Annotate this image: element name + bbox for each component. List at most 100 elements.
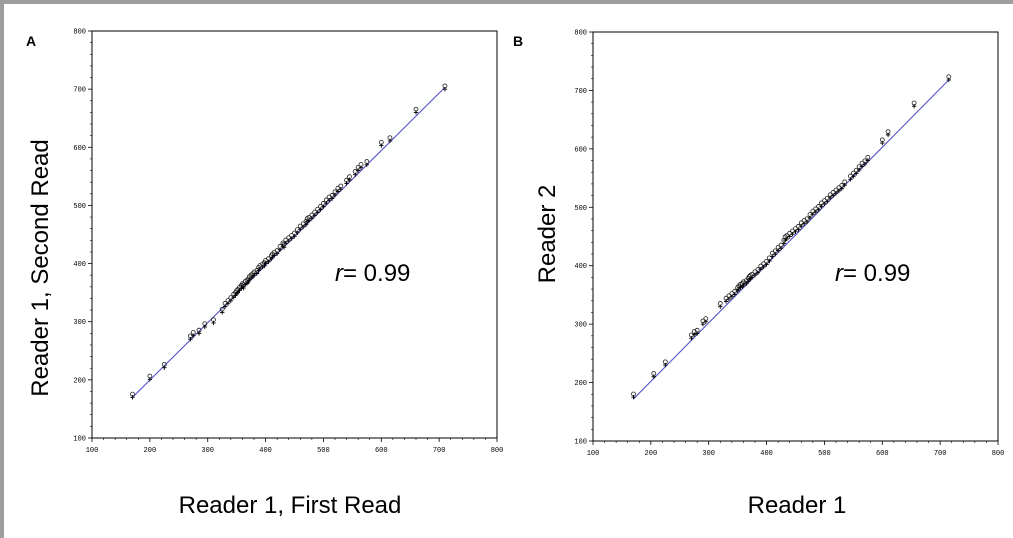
panel-a-r-value: = 0.99: [343, 260, 410, 287]
panel-b-point-plus: [854, 171, 859, 176]
panel-a-data-point: [219, 306, 225, 315]
panel-a-point-plus: [289, 236, 294, 241]
panel-a-point-plus: [321, 204, 326, 209]
panel-b-data-point: [911, 100, 917, 109]
panel-b-point-plus: [865, 158, 871, 163]
panel-a-data-point: [347, 174, 352, 183]
panel-a-point-plus: [251, 273, 257, 278]
panel-b-data-point: [830, 190, 836, 198]
panel-a-y-tick-label: 500: [73, 203, 86, 211]
panel-b-data-point: [775, 244, 781, 253]
panel-b-y-tick-label: 200: [574, 380, 587, 388]
panel-a-point-plus: [387, 138, 393, 144]
panel-b-point-plus: [718, 304, 723, 309]
panel-b-data-point: [865, 154, 871, 163]
panel-b-point-plus: [816, 207, 821, 212]
panel-a-point-plus: [235, 290, 240, 295]
panel-b-point-plus: [749, 275, 755, 280]
panel-b-y-axis-title: Reader 2: [534, 185, 561, 284]
panel-b-y-tick-label: 600: [574, 146, 587, 154]
panel-a-data-point: [274, 248, 280, 256]
panel-a-point-plus: [300, 224, 306, 230]
panel-a-point-plus: [222, 304, 228, 309]
panel-b-point-plus: [851, 174, 856, 179]
panel-b-point-plus: [790, 231, 795, 237]
panel-b-point-plus: [663, 362, 668, 368]
panel-a-data-point: [190, 330, 196, 338]
panel-b-point-plus: [801, 221, 807, 226]
panel-b-point-plus: [807, 215, 813, 221]
panel-b-point-plus: [692, 332, 697, 337]
panel-a-point-plus: [329, 196, 335, 201]
panel-b-data-point: [767, 255, 772, 264]
panel-b-plot-area: [592, 31, 999, 442]
panel-b-data-point: [784, 233, 790, 242]
panel-b-data-point: [761, 261, 767, 270]
panel-a-data-point: [289, 233, 295, 241]
panel-b-x-tick-label: 600: [876, 450, 889, 458]
panel-b-point-plus: [946, 77, 952, 83]
panel-b-data-point: [885, 129, 891, 138]
panel-b-data-point: [694, 327, 700, 336]
panel-b-point-plus: [703, 319, 709, 325]
panel-b-data-point: [703, 316, 709, 325]
panel-a-y-tick-label: 200: [73, 377, 86, 385]
panel-a-point-plus: [324, 200, 329, 206]
panel-b-r-symbol: r: [835, 260, 844, 287]
panel-a-point-plus: [344, 181, 349, 186]
panel-a-point-plus: [292, 234, 297, 239]
panel-b-point-plus: [856, 167, 862, 173]
panel-b-data-point: [651, 371, 657, 379]
panel-a-point-plus: [358, 165, 364, 170]
panel-b-point-plus: [694, 331, 700, 336]
panel-a-data-point: [378, 139, 384, 148]
panel-b-data-point: [859, 160, 865, 169]
panel-b-point-plus: [810, 212, 816, 217]
panel-a-data-point: [262, 260, 267, 269]
panel-b-data-point: [790, 228, 796, 237]
panel-a-point-plus: [295, 230, 300, 235]
panel-a-point-plus: [262, 263, 267, 269]
panel-a-point-plus: [263, 261, 268, 266]
panel-b-y-tick-label: 400: [574, 263, 587, 271]
panel-b-marks: 100 200 300 400 500 600 700 800 100 200 300 400 500 6…: [574, 30, 1004, 459]
panel-b-x-tick-label: 800: [992, 450, 1005, 458]
panel-a-y-tick-label: 600: [73, 145, 86, 153]
panel-b-point-plus: [775, 248, 781, 253]
panel-b-point-plus: [764, 262, 769, 267]
panel-b-data-point: [827, 192, 833, 201]
panel-b-data-point: [726, 293, 732, 302]
panel-a-point-plus: [318, 207, 323, 212]
panel-b-letter: B: [513, 33, 523, 49]
panel-a-marks: 100 200 300 400 500 600 700 800 100 200 300 400 500 6…: [73, 29, 503, 456]
panel-b-data-point: [723, 295, 729, 304]
panel-a-data-point: [130, 391, 135, 400]
panel-b-point-plus: [813, 209, 818, 215]
panel-b-y-tick-label: 800: [574, 30, 587, 38]
panel-a-point-plus: [219, 310, 225, 315]
panel-b-y-tick-label: 300: [574, 322, 587, 330]
panel-b-y-tick-label: 700: [574, 88, 587, 96]
panel-b-point-plus: [770, 254, 775, 259]
panel-b-data-point: [741, 279, 746, 288]
panel-a-point-plus: [277, 247, 283, 252]
panel-a-data-point: [364, 159, 370, 167]
panel-a-point-plus: [306, 218, 312, 223]
panel-b-point-plus: [781, 241, 787, 246]
panel-b-point-plus: [825, 199, 830, 204]
panel-a-point-plus: [442, 86, 448, 92]
panel-a-point-plus: [130, 395, 135, 400]
panel-a-data-point: [245, 276, 251, 285]
panel-b-data-point: [822, 198, 827, 207]
panel-a-x-tick-label: 500: [317, 447, 330, 455]
panel-a-y-tick-label: 800: [73, 29, 86, 37]
panel-b-data-point: [842, 179, 848, 188]
panel-b-point-plus: [752, 272, 758, 278]
panel-a-x-tick-label: 200: [144, 447, 157, 455]
panel-b-point-plus: [778, 246, 784, 251]
panel-b-y-tick-label: 500: [574, 205, 587, 213]
panel-b-point-plus: [862, 161, 868, 167]
panel-b-point-plus: [833, 191, 839, 196]
panel-a-data-point: [306, 214, 312, 223]
